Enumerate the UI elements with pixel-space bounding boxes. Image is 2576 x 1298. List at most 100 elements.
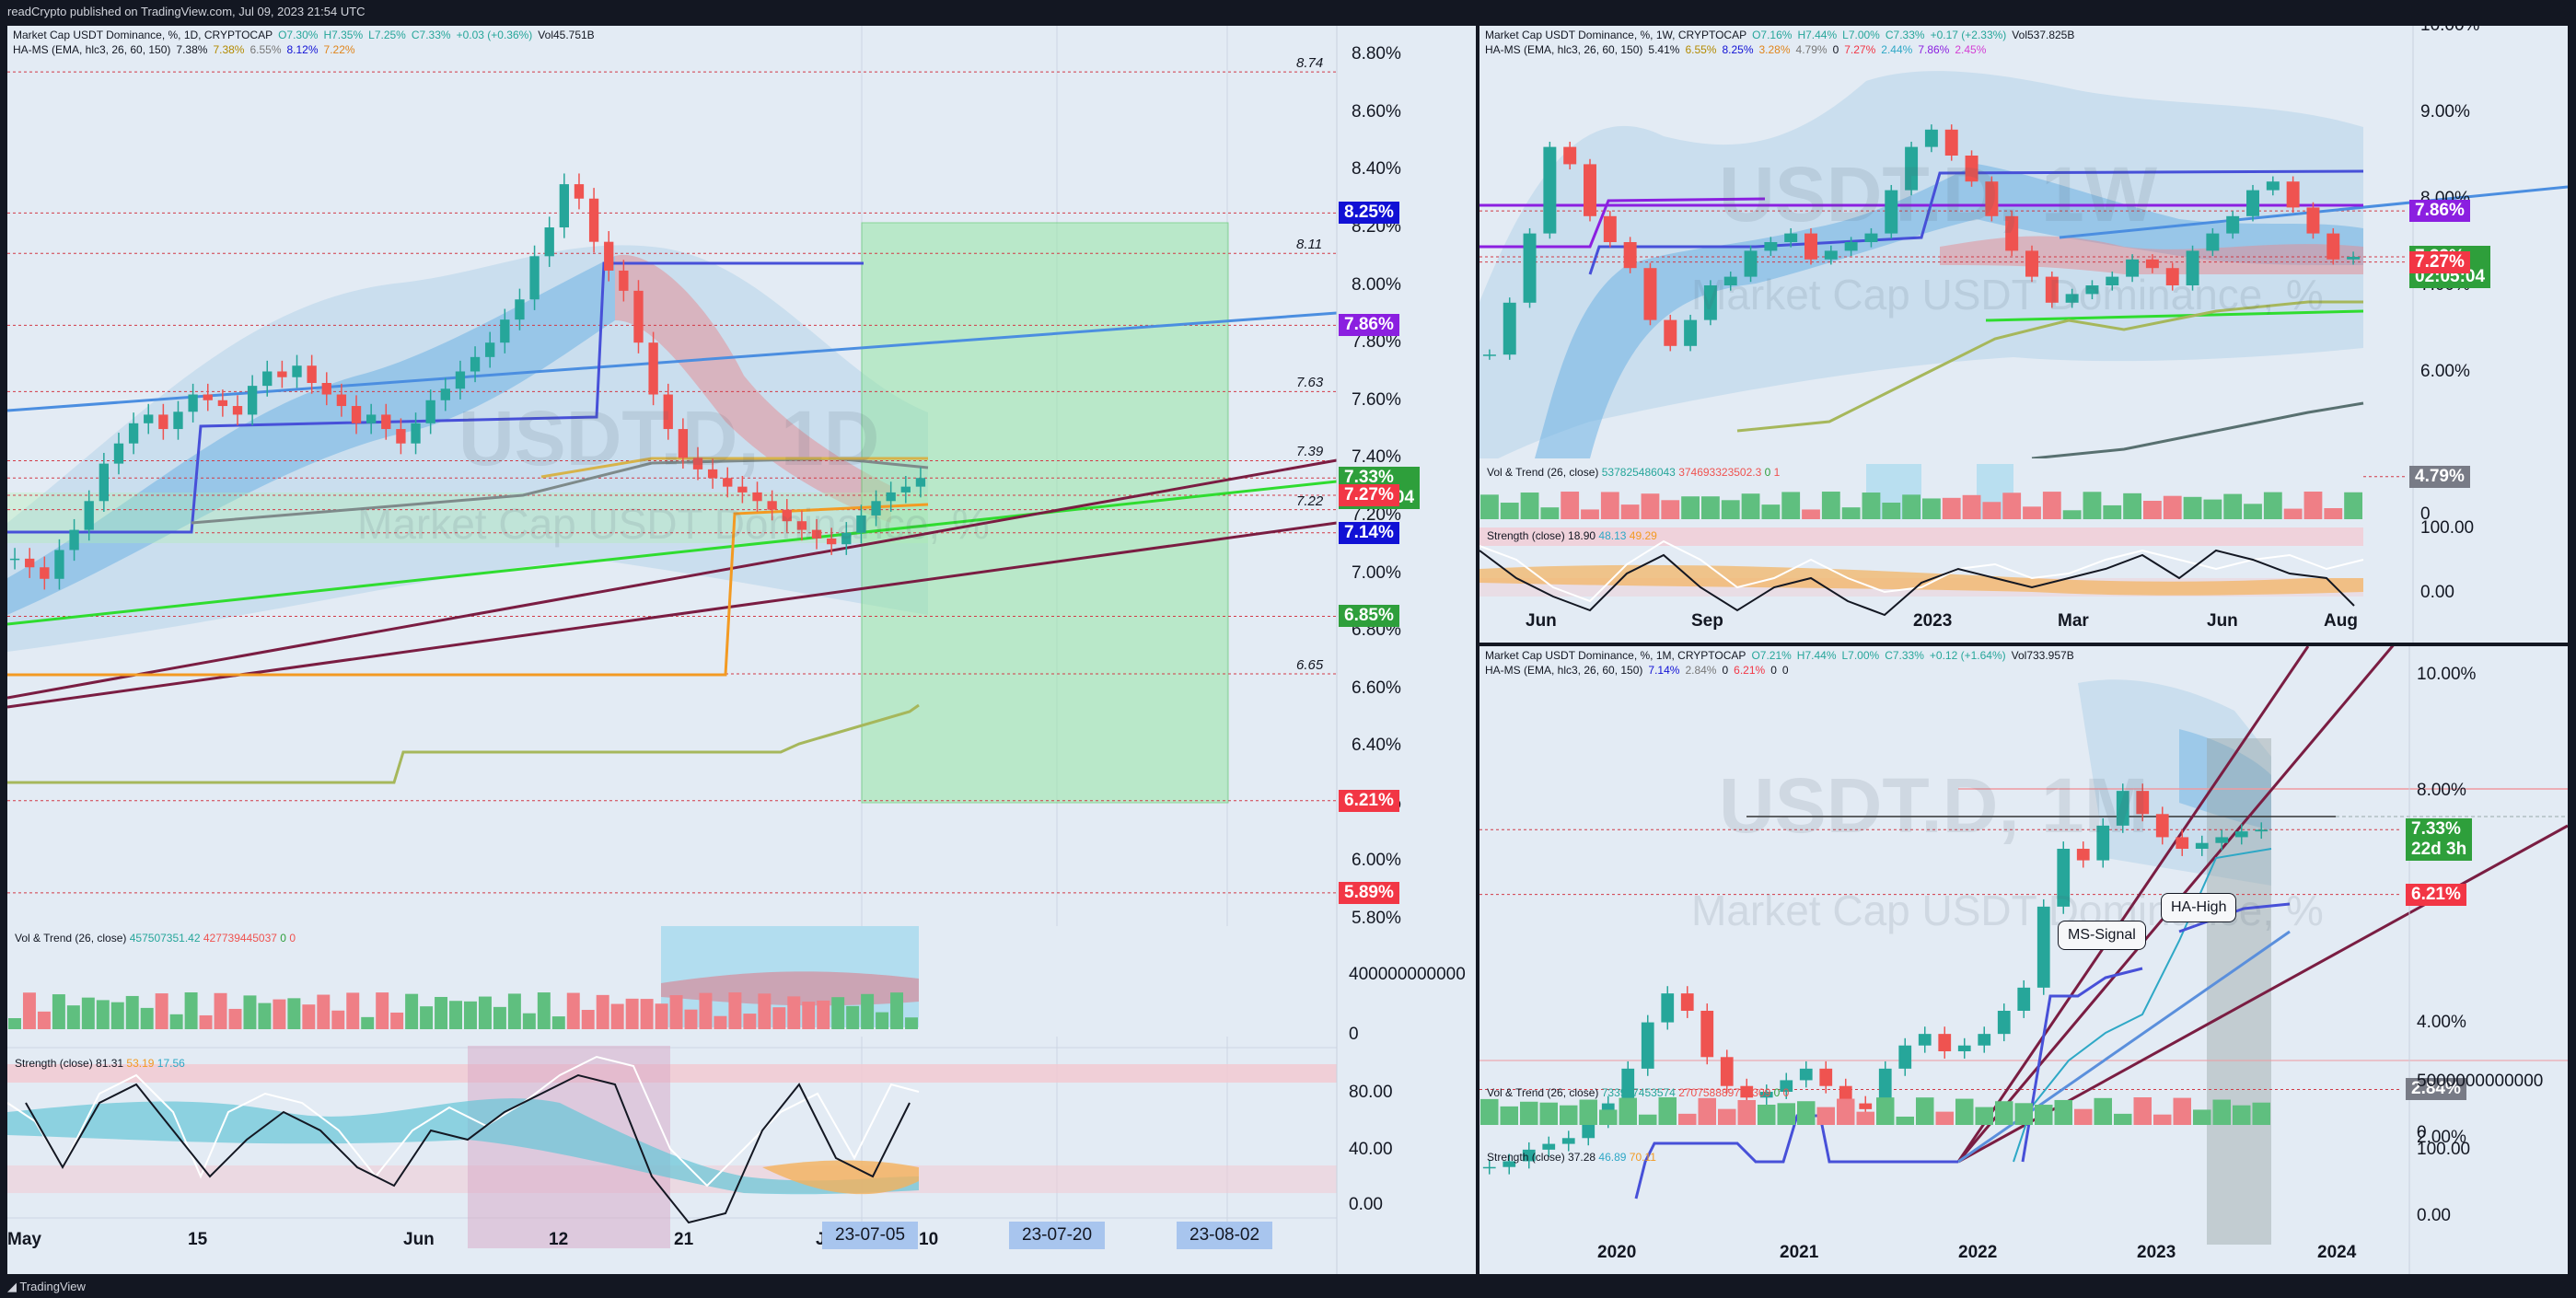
candle-body <box>351 406 362 423</box>
price-tag[interactable]: 7.14% <box>1339 521 1399 544</box>
price-tag[interactable]: 2.84% <box>2406 1078 2466 1101</box>
price-tag[interactable]: 7.27% <box>1339 484 1399 507</box>
price-axis-label: 9.00% <box>2420 102 2470 122</box>
candle-body <box>485 342 495 357</box>
volume-bar <box>302 1004 316 1029</box>
candle-body <box>470 356 481 372</box>
price-axis-label: 8.60% <box>1352 101 1401 122</box>
candle-body <box>633 290 644 343</box>
price-tag[interactable]: 6.85% <box>1339 605 1399 628</box>
price-tag[interactable]: 8.25% <box>1339 202 1399 225</box>
volume-bar <box>1500 1106 1518 1125</box>
volume-bar <box>551 1016 565 1029</box>
volume-bar <box>199 1014 213 1029</box>
volume-bar <box>1737 1099 1756 1125</box>
price-tag[interactable]: 6.21% <box>1339 789 1399 812</box>
volume-bar <box>655 1003 668 1029</box>
candle-body <box>2036 906 2050 988</box>
monthly-chart-panel[interactable]: Market Cap USDT Dominance, %, 1M, CRYPTO… <box>1479 646 2568 1274</box>
price-axis-label: 8.00% <box>2417 781 2466 801</box>
volume-bar <box>610 1003 624 1029</box>
legend-high: H7.35% <box>323 29 364 41</box>
monthly-strength-axis-0: 0.00 <box>2417 1206 2451 1225</box>
volume-bar <box>1698 1097 1716 1125</box>
price-tag[interactable]: 5.89% <box>1339 881 1399 904</box>
daily-x-date-box[interactable]: 23-07-20 <box>1009 1222 1106 1249</box>
candle-body <box>1824 250 1838 260</box>
candle-body <box>2246 190 2259 216</box>
candle-body <box>515 299 525 320</box>
daily-chart-panel[interactable]: Market Cap USDT Dominance, %, 1D, CRYPTO… <box>7 26 1476 1274</box>
candle-body <box>69 529 79 550</box>
monthly-vol-trend-legend: Vol & Trend (26, close) 733957453574 270… <box>1487 1086 1790 1099</box>
volume-bar <box>110 1002 124 1029</box>
volume-bar <box>1741 493 1760 519</box>
legend-volume: Vol45.751B <box>538 29 595 41</box>
volume-bar <box>802 1002 816 1029</box>
candle-body <box>1978 1034 1991 1046</box>
volume-bar <box>1982 502 2002 519</box>
candle-body <box>752 492 762 502</box>
publish-header: readCrypto published on TradingView.com,… <box>0 0 2576 24</box>
monthly-legend: Market Cap USDT Dominance, %, 1M, CRYPTO… <box>1485 649 2074 677</box>
weekly-watermark-symbol: USDT.D, 1W <box>1719 151 2158 238</box>
level-label: 7.39 <box>1296 444 1324 460</box>
volume-bar <box>1581 509 1599 519</box>
daily-x-date-box[interactable]: 23-08-02 <box>1177 1222 1273 1249</box>
legend-low: L7.25% <box>368 29 406 41</box>
price-tag[interactable]: 7.27% <box>2409 250 2470 273</box>
candle-body <box>381 414 391 430</box>
footer-brand[interactable]: ◢ TradingView <box>0 1276 2576 1298</box>
weekly-strength-axis-100: 100.00 <box>2420 518 2475 538</box>
candle-body <box>232 406 243 415</box>
candle-body <box>2116 791 2129 826</box>
volume-bar <box>1701 496 1720 519</box>
price-tag[interactable]: 7.86% <box>1339 314 1399 337</box>
price-axis-label: 10.00% <box>2417 665 2477 685</box>
candle-body <box>1938 1034 1952 1051</box>
volume-bar <box>1678 1113 1697 1125</box>
volume-bar <box>2062 510 2082 519</box>
volume-bar <box>361 1016 375 1029</box>
daily-x-date-box[interactable]: 23-07-05 <box>822 1222 919 1249</box>
candle-body <box>307 365 317 383</box>
weekly-chart-svg[interactable] <box>1479 26 2568 643</box>
candle-body <box>886 492 896 502</box>
level-label: 8.11 <box>1296 237 1323 253</box>
volume-bar <box>66 1005 80 1029</box>
volume-bar <box>684 1009 698 1029</box>
daily-strength-axis-0: 0.00 <box>1349 1195 1383 1214</box>
daily-chart-svg[interactable] <box>7 26 1476 1274</box>
volume-bar <box>1619 1097 1637 1125</box>
volume-bar <box>464 1001 477 1029</box>
candle-body <box>1957 1045 1971 1051</box>
price-axis-label: 7.20% <box>1352 504 1401 525</box>
price-tag[interactable]: 6.21% <box>2406 883 2466 906</box>
volume-bar <box>155 993 168 1029</box>
daily-strength-axis-40: 40.00 <box>1349 1140 1393 1159</box>
candle-body <box>619 270 629 291</box>
monthly-strength-axis-100: 100.00 <box>2417 1140 2471 1159</box>
volume-bar <box>625 998 639 1029</box>
price-tag[interactable]: 4.79% <box>2409 465 2470 488</box>
monthly-strength-legend: Strength (close) 37.28 46.89 70.11 <box>1487 1151 1656 1164</box>
volume-bar <box>699 992 713 1029</box>
legend-close: C7.33% <box>411 29 451 41</box>
volume-bar <box>1539 1102 1558 1125</box>
volume-bar <box>214 992 227 1029</box>
weekly-chart-panel[interactable]: Market Cap USDT Dominance, %, 1W, CRYPTO… <box>1479 26 2568 643</box>
volume-bar <box>2094 1097 2112 1125</box>
candle-body <box>1744 250 1758 277</box>
volume-bar <box>1639 1114 1657 1125</box>
weekly-x-label: Mar <box>2058 611 2089 631</box>
price-tag[interactable]: 7.86% <box>2409 200 2470 223</box>
price-tag[interactable]: 7.33% 22d 3h <box>2406 818 2473 862</box>
candle-body <box>1997 1011 2011 1035</box>
monthly-chart-svg[interactable] <box>1479 646 2568 1274</box>
volume-bar <box>1802 509 1820 519</box>
candle-body <box>1563 146 1577 165</box>
weekly-x-label: 2023 <box>1913 611 1953 631</box>
candle-body <box>663 394 673 430</box>
candle-body <box>1780 1080 1793 1092</box>
candle-body <box>2076 849 2090 861</box>
